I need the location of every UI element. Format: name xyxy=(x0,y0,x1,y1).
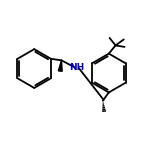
Polygon shape xyxy=(58,60,62,71)
Text: NH: NH xyxy=(69,63,84,72)
